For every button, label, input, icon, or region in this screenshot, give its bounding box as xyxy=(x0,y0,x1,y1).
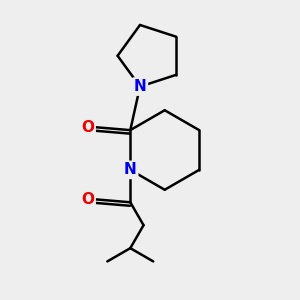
Text: O: O xyxy=(81,192,94,207)
Text: N: N xyxy=(134,79,146,94)
Text: O: O xyxy=(81,120,94,135)
Text: N: N xyxy=(124,162,137,177)
